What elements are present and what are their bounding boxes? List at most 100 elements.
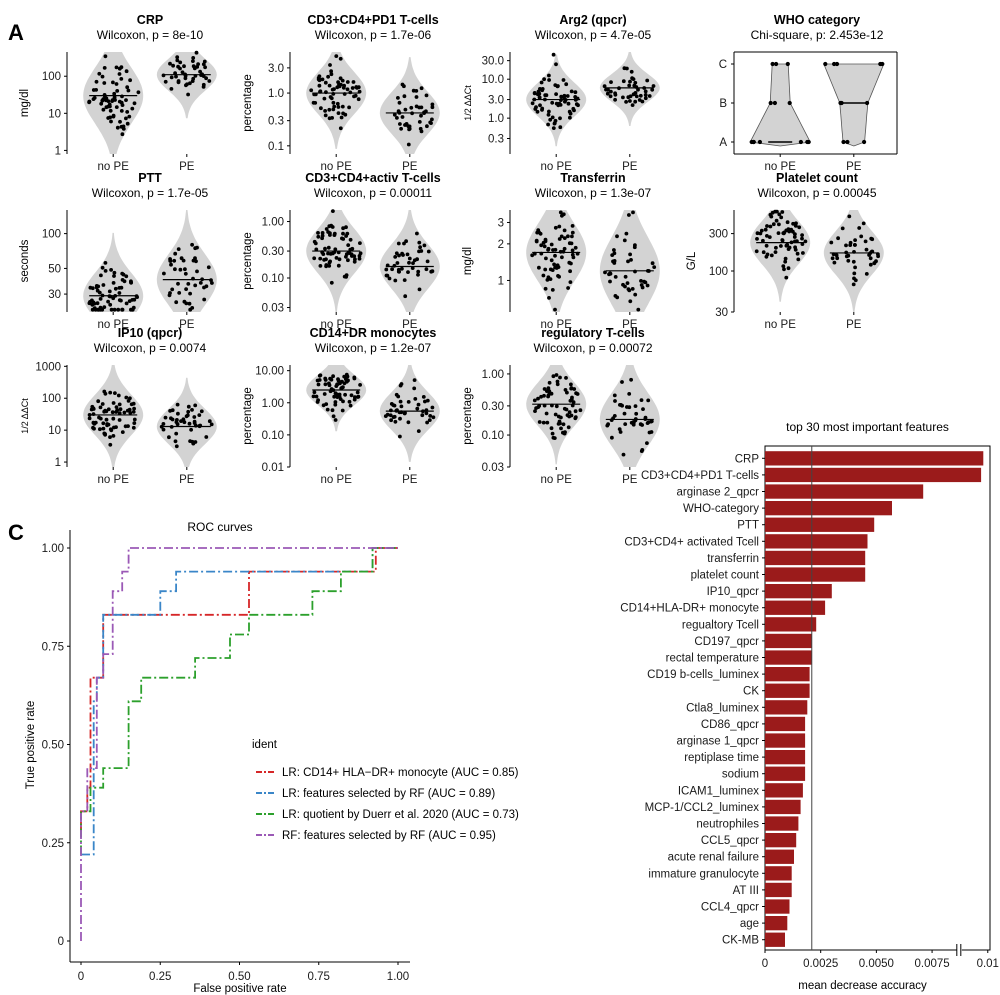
data-point	[191, 59, 195, 63]
data-point	[832, 61, 837, 67]
bar	[765, 799, 801, 815]
data-point	[613, 294, 618, 298]
category-label: PTT	[737, 520, 759, 532]
panel-subtitle: Wilcoxon, p = 0.00045	[757, 186, 876, 200]
data-point	[564, 82, 569, 87]
data-point	[536, 92, 540, 97]
data-point	[352, 94, 356, 99]
y-tick-label: 1.0	[268, 88, 284, 100]
x-tick-label: 0.0075	[914, 958, 949, 970]
x-tick-label: no PE	[98, 319, 130, 331]
data-point	[570, 230, 575, 235]
data-point	[574, 102, 579, 107]
data-point	[191, 76, 196, 81]
data-point	[568, 280, 573, 284]
x-tick-label: PE	[846, 161, 862, 173]
y-tick-label: 0.10	[482, 430, 504, 442]
data-point	[167, 293, 172, 298]
data-point	[309, 88, 314, 93]
panel-label-c: C	[8, 520, 24, 545]
data-point	[859, 234, 864, 239]
data-point	[561, 422, 566, 427]
data-point	[779, 215, 784, 220]
y-tick-label: 3.0	[268, 63, 284, 75]
data-point	[356, 97, 361, 102]
data-point	[578, 408, 583, 413]
data-point	[389, 408, 393, 413]
data-point	[169, 262, 173, 267]
data-point	[318, 256, 323, 261]
data-point	[112, 274, 116, 278]
data-point	[559, 234, 564, 239]
data-point	[316, 234, 321, 239]
data-point	[557, 224, 562, 229]
data-point	[98, 416, 103, 421]
violin-panel: IP10 (qpcr)Wilcoxon, p = 0.0074 1/2 ΔΔCt n…	[20, 326, 217, 486]
data-point	[325, 407, 330, 412]
category-label: rectal temperature	[666, 653, 759, 665]
data-point	[617, 427, 622, 431]
data-point	[397, 269, 401, 274]
x-tick-label: 0.50	[228, 971, 250, 983]
data-point	[631, 420, 636, 424]
data-point	[344, 234, 348, 238]
data-point	[751, 139, 756, 145]
data-point	[557, 274, 561, 279]
data-point	[608, 271, 612, 276]
bar	[765, 932, 785, 947]
data-point	[195, 269, 199, 274]
bar	[765, 501, 892, 516]
data-point	[111, 296, 116, 301]
data-point	[853, 265, 857, 270]
data-point	[324, 227, 329, 231]
data-point	[396, 109, 401, 113]
data-point	[554, 266, 559, 270]
data-point	[769, 253, 774, 258]
data-point	[97, 71, 102, 76]
bar	[765, 849, 794, 864]
data-point	[541, 240, 546, 245]
data-point	[317, 83, 322, 88]
data-point	[321, 252, 326, 256]
data-point	[619, 403, 623, 407]
category-label: WHO-category	[683, 503, 759, 515]
data-point	[333, 402, 338, 407]
data-point	[387, 276, 392, 281]
y-axis-label: percentage	[462, 387, 474, 445]
data-point	[568, 115, 572, 120]
data-point	[332, 233, 337, 238]
data-point	[832, 260, 837, 265]
data-point	[338, 56, 343, 61]
data-point	[561, 78, 566, 82]
data-point	[574, 391, 578, 396]
legend-title: ident	[252, 739, 278, 751]
data-point	[398, 399, 403, 404]
data-point	[179, 256, 184, 261]
data-point	[561, 212, 566, 217]
data-point	[549, 258, 554, 263]
data-point	[108, 104, 112, 109]
data-point	[546, 112, 551, 117]
category-label: MCP-1/CCL2_luminex	[645, 802, 760, 814]
data-point	[174, 431, 179, 436]
data-point	[125, 85, 130, 90]
y-tick-label: 0.3	[268, 116, 284, 128]
data-point	[844, 243, 848, 248]
data-point	[111, 281, 116, 285]
data-point	[569, 382, 573, 387]
data-point	[767, 235, 772, 240]
data-point	[120, 271, 125, 276]
x-tick-label: 0.0050	[859, 958, 894, 970]
data-point	[536, 396, 540, 401]
bar	[765, 534, 868, 549]
data-point	[326, 230, 330, 234]
data-point	[334, 256, 339, 260]
data-point	[88, 285, 93, 290]
data-point	[173, 267, 177, 272]
y-tick-label: 10	[48, 108, 61, 120]
data-point	[798, 139, 804, 145]
data-point	[780, 238, 785, 242]
data-point	[846, 258, 851, 263]
category-label: CCL4_qpcr	[701, 902, 759, 914]
data-point	[119, 298, 123, 303]
